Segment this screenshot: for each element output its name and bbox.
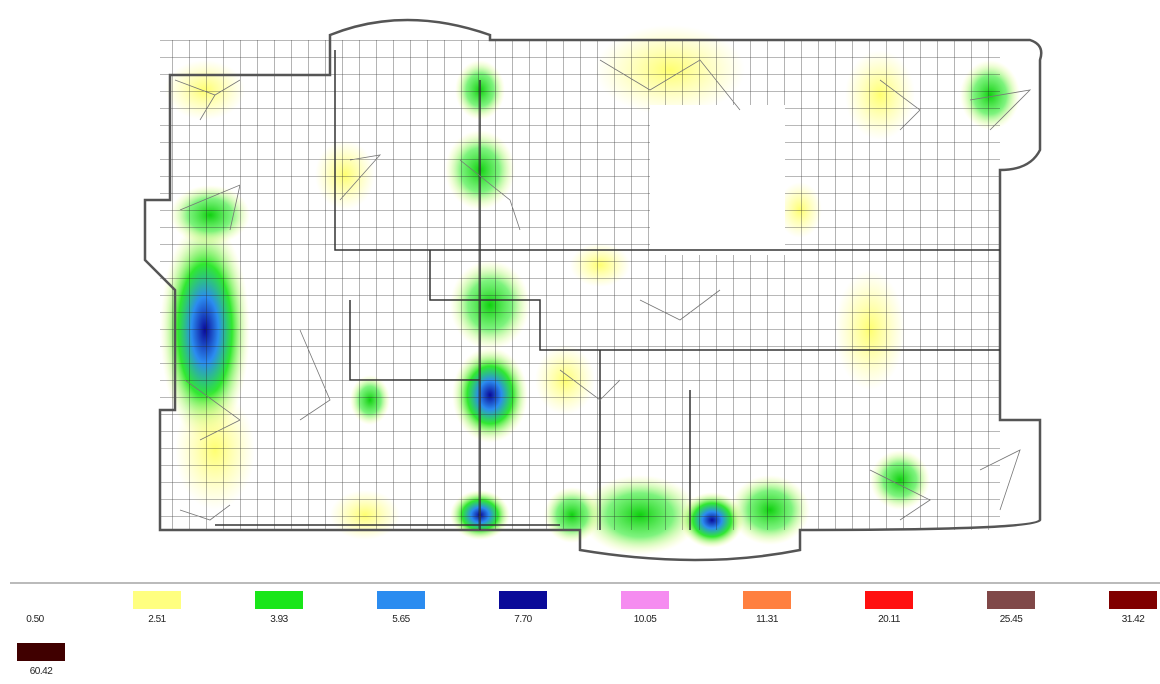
legend-swatch (17, 643, 65, 661)
legend-label: 7.70 (514, 614, 532, 625)
legend-label: 2.51 (148, 614, 166, 625)
legend-swatch (11, 591, 59, 609)
legend-label: 25.45 (1000, 614, 1023, 625)
legend-swatch (621, 591, 669, 609)
stress-plot: 0.50 2.51 3.93 5.65 7.70 10.05 11.31 20.11 25.45… (0, 0, 1160, 679)
legend: 0.50 2.51 3.93 5.65 7.70 10.05 11.31 20.11 25.45… (11, 591, 1157, 677)
legend-swatch (987, 591, 1035, 609)
void (650, 105, 785, 255)
legend-label: 3.93 (270, 614, 288, 625)
legend-label: 31.42 (1122, 614, 1145, 625)
legend-label: 60.42 (30, 666, 53, 677)
mesh-grid (160, 40, 1000, 530)
legend-swatch (865, 591, 913, 609)
legend-label: 20.11 (878, 614, 901, 625)
legend-swatch (255, 591, 303, 609)
legend-swatch (1109, 591, 1157, 609)
legend-swatch (377, 591, 425, 609)
legend-swatch (743, 591, 791, 609)
legend-label: 0.50 (26, 614, 44, 625)
legend-label: 10.05 (634, 614, 657, 625)
legend-label: 5.65 (392, 614, 410, 625)
floor-plan (145, 20, 1041, 560)
legend-swatch (133, 591, 181, 609)
legend-swatch (499, 591, 547, 609)
page: 0.50 2.51 3.93 5.65 7.70 10.05 11.31 20.11 25.45… (0, 0, 1160, 679)
legend-label: 11.31 (756, 614, 779, 625)
